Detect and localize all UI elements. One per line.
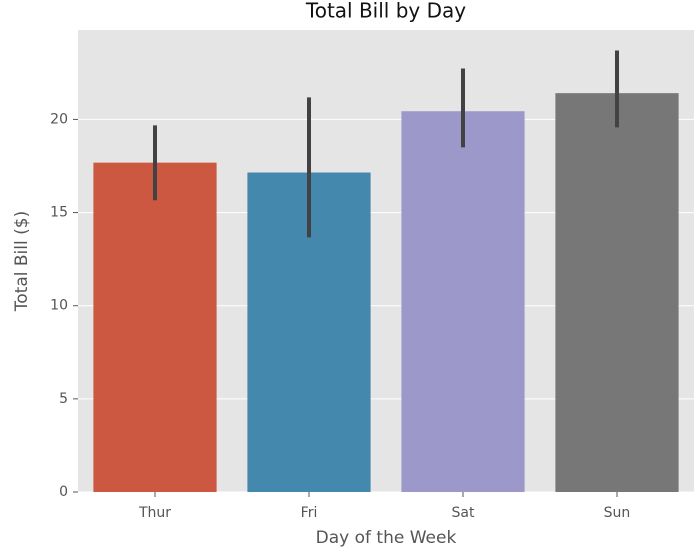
bar (93, 162, 217, 492)
y-tick-label: 5 (59, 391, 68, 407)
y-axis-label: Total Bill ($) (12, 211, 32, 312)
x-tick-label: Fri (301, 505, 318, 521)
x-tick-label: Sun (604, 505, 631, 521)
y-tick-label: 10 (50, 298, 68, 314)
y-tick-label: 15 (50, 205, 68, 221)
bar (555, 93, 679, 493)
x-tick-label: Thur (138, 505, 171, 521)
x-tick-label: Sat (452, 505, 475, 521)
chart-title: Total Bill by Day (305, 0, 466, 23)
y-tick-label: 20 (50, 111, 68, 127)
x-axis-label: Day of the Week (316, 528, 457, 548)
y-tick-label: 0 (59, 484, 68, 500)
bar (401, 111, 525, 492)
